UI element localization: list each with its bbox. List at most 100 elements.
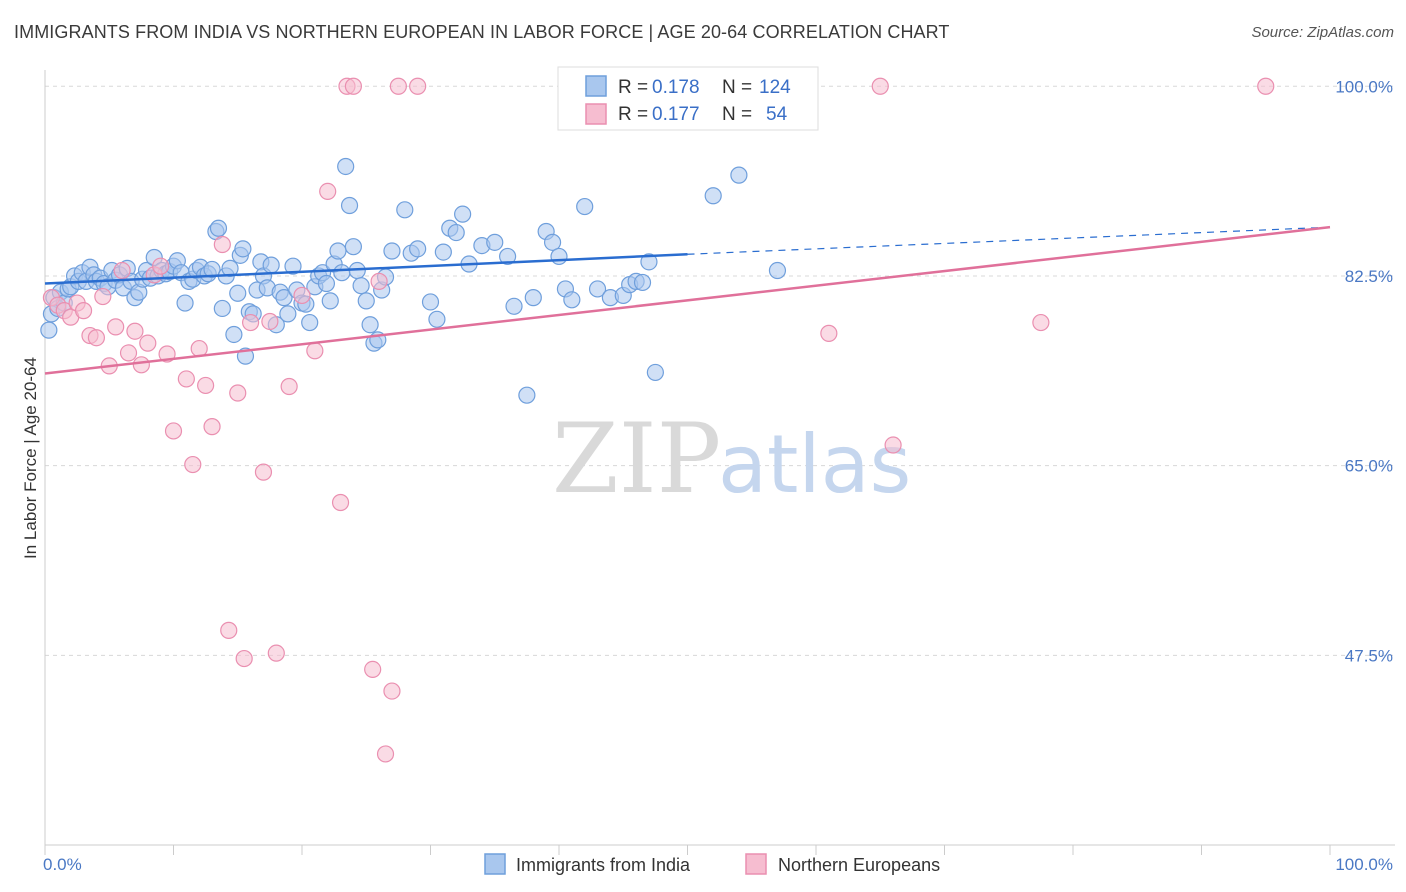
data-point <box>40 321 58 339</box>
axes <box>44 70 1395 855</box>
x-tick-label: 0.0% <box>43 855 82 874</box>
data-point <box>576 197 594 216</box>
y-tick-labels: 47.5% 65.0% 82.5% 100.0% <box>1335 77 1393 665</box>
legend-pink-swatch <box>585 103 607 125</box>
data-point <box>284 257 302 275</box>
data-point <box>383 682 401 700</box>
data-point <box>421 293 440 311</box>
x-tick-label: 100.0% <box>1335 855 1393 874</box>
data-point <box>486 233 504 251</box>
series-northern-european-points <box>42 77 1275 763</box>
legend-blue-n-value: 124 <box>759 77 791 98</box>
data-point <box>447 223 465 242</box>
data-point <box>550 247 568 266</box>
trend-line-northern-european <box>44 225 1331 375</box>
data-point <box>820 324 838 342</box>
legend-pink-n-value: 54 <box>766 104 788 125</box>
y-tick-label: 82.5% <box>1345 267 1393 286</box>
data-point <box>454 205 472 223</box>
data-point <box>176 294 194 312</box>
data-point <box>396 201 414 219</box>
data-point <box>434 243 452 261</box>
data-point <box>357 292 375 310</box>
data-point <box>428 310 446 328</box>
data-point <box>280 377 298 396</box>
data-point <box>340 196 359 215</box>
data-point <box>197 376 215 395</box>
data-point <box>329 242 347 260</box>
data-point <box>370 272 388 290</box>
legend-pink-r-label: R = <box>618 104 648 125</box>
legend-top: R = 0.178 N = 124 R = 0.177 N = 54 <box>557 66 819 131</box>
bottom-legend-pink-swatch <box>745 853 767 875</box>
legend-blue-r-label: R = <box>618 77 648 98</box>
data-point <box>126 322 144 340</box>
y-tick-label: 47.5% <box>1345 646 1393 665</box>
watermark-zip: ZIP <box>552 403 721 515</box>
data-point <box>213 299 231 318</box>
data-point <box>221 259 239 277</box>
data-point <box>279 305 297 323</box>
legend-blue-swatch <box>585 75 607 97</box>
data-point <box>768 261 787 280</box>
data-point <box>563 291 581 309</box>
legend-pink-r-value: 0.177 <box>652 104 700 125</box>
data-point <box>164 422 183 440</box>
data-point <box>646 363 664 382</box>
data-point <box>543 233 562 251</box>
data-point <box>242 313 260 332</box>
data-point <box>344 77 362 95</box>
data-point <box>633 273 652 292</box>
data-point <box>352 277 370 295</box>
watermark: ZIP atlas <box>552 403 911 515</box>
trend-line-india-extension <box>687 226 1331 255</box>
data-point <box>389 77 407 95</box>
data-point <box>152 257 170 275</box>
data-point <box>361 316 379 334</box>
data-point <box>177 370 195 388</box>
source-label: Source: ZipAtlas.com <box>1251 24 1394 41</box>
data-point <box>184 455 202 474</box>
data-point <box>344 238 362 256</box>
data-point <box>1032 313 1050 332</box>
grid-lines <box>45 85 1395 656</box>
data-point <box>333 264 351 282</box>
legend-blue-n-label: N = <box>722 77 752 98</box>
data-point <box>376 745 395 763</box>
data-point <box>640 253 658 271</box>
data-point <box>225 325 243 344</box>
data-point <box>229 384 247 402</box>
data-point <box>409 77 427 95</box>
data-point <box>262 256 280 274</box>
data-point <box>113 261 131 280</box>
data-point <box>275 289 293 307</box>
data-point <box>518 386 536 404</box>
data-point <box>704 187 722 205</box>
y-tick-label: 65.0% <box>1345 457 1393 476</box>
data-point <box>505 297 523 315</box>
watermark-atlas: atlas <box>718 418 911 511</box>
bottom-legend-blue-swatch <box>484 853 506 875</box>
bottom-legend-india: Immigrants from India <box>516 855 691 875</box>
data-point <box>730 166 748 184</box>
data-point <box>321 292 339 310</box>
data-point <box>1257 77 1275 95</box>
legend-blue-r-value: 0.178 <box>652 77 700 98</box>
data-point <box>220 621 238 639</box>
data-point <box>524 289 542 307</box>
trend-line-india <box>44 253 688 285</box>
bottom-legend-northern-european: Northern Europeans <box>778 855 940 875</box>
legend-pink-n-label: N = <box>722 104 752 125</box>
data-point <box>132 356 150 374</box>
data-point <box>254 463 273 481</box>
data-point <box>229 284 247 302</box>
data-point <box>94 287 112 306</box>
data-point <box>884 436 902 454</box>
data-point <box>119 344 138 362</box>
data-point <box>499 247 517 266</box>
data-point <box>107 318 125 336</box>
data-point <box>337 157 355 176</box>
trend-lines <box>44 225 1331 375</box>
y-axis-label: In Labor Force | Age 20-64 <box>21 357 40 559</box>
chart-title: IMMIGRANTS FROM INDIA VS NORTHERN EUROPE… <box>14 22 950 42</box>
